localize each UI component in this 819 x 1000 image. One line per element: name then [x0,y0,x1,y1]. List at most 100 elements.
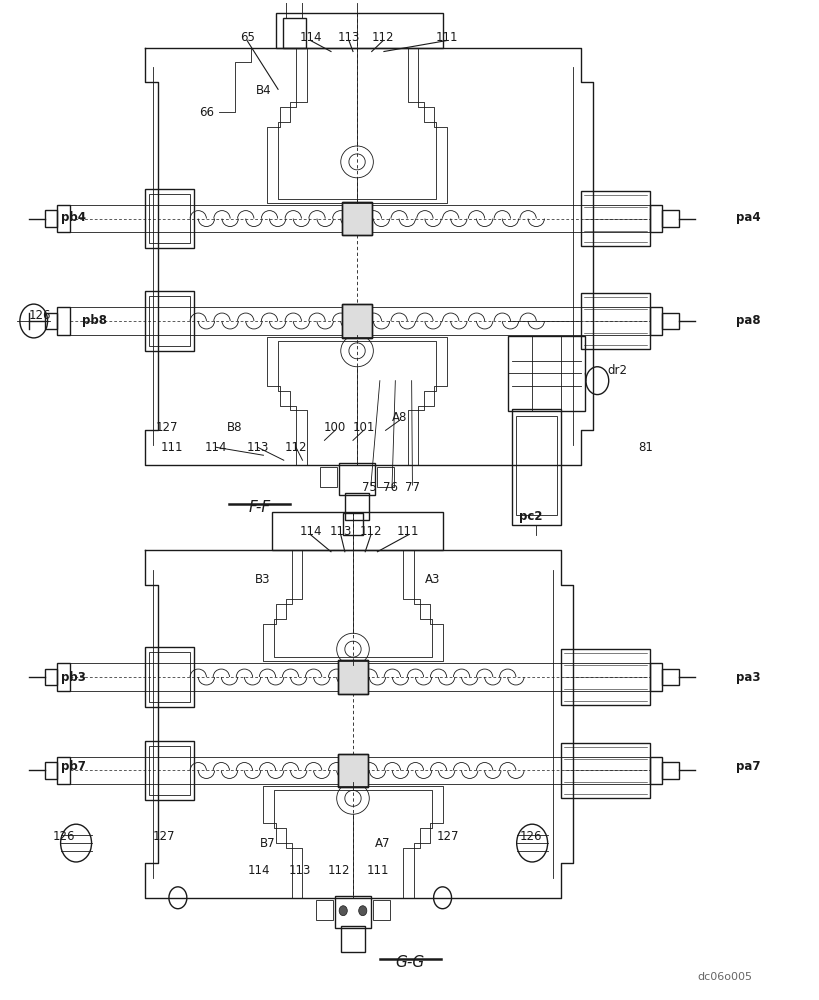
Bar [560,743,649,798]
Text: dc06o005: dc06o005 [696,972,751,982]
Bar [283,18,305,48]
Bar [145,741,194,800]
Text: pb4: pb4 [61,211,86,224]
Bar [149,652,190,702]
Text: 126: 126 [29,309,52,322]
Bar [271,512,442,550]
Bar [339,463,374,495]
Bar [343,513,362,535]
Text: 113: 113 [247,441,269,454]
Text: 77: 77 [405,481,419,494]
Bar [662,210,678,227]
Text: 111: 111 [161,441,183,454]
Bar [373,900,389,920]
Bar [145,647,194,707]
Bar [275,13,442,48]
Text: 127: 127 [437,830,459,843]
Bar [45,762,57,779]
Text: G-G: G-G [395,955,424,970]
Bar [149,296,190,346]
Text: A7: A7 [375,837,391,850]
Text: 113: 113 [337,31,360,44]
Text: 127: 127 [156,421,179,434]
Bar [338,660,367,694]
Text: 100: 100 [324,421,346,434]
Bar [342,304,371,338]
Bar [45,669,57,685]
Bar [320,467,337,487]
Bar [581,191,649,246]
Bar [649,205,662,232]
Bar [342,202,371,235]
Text: 114: 114 [205,441,227,454]
Bar [57,757,70,784]
Text: A3: A3 [424,573,440,586]
Text: pb8: pb8 [82,314,106,327]
Bar [335,896,370,928]
Bar [649,663,662,691]
Bar [338,754,367,787]
Bar [662,762,678,779]
Bar [511,409,560,525]
Text: 113: 113 [329,525,351,538]
Bar [515,416,556,515]
Bar [57,307,70,335]
Text: 111: 111 [435,31,457,44]
Text: 101: 101 [352,421,374,434]
Bar [581,293,649,349]
Text: 112: 112 [360,525,382,538]
Text: 112: 112 [372,31,394,44]
Text: pa8: pa8 [735,314,759,327]
Text: 114: 114 [299,525,322,538]
Bar [341,926,364,952]
Text: pc2: pc2 [518,510,541,523]
Bar [286,0,302,18]
Text: 126: 126 [518,830,541,843]
Text: 81: 81 [637,441,652,454]
Bar [316,900,333,920]
Text: 112: 112 [328,864,350,877]
Text: 113: 113 [288,864,311,877]
Bar [149,746,190,795]
Text: 112: 112 [284,441,307,454]
Text: 126: 126 [52,830,75,843]
Text: 114: 114 [248,864,270,877]
Bar [345,493,369,520]
Bar [649,757,662,784]
Text: B3: B3 [254,573,269,586]
Bar [338,754,367,787]
Text: dr2: dr2 [606,364,627,377]
Text: 75: 75 [361,481,376,494]
Text: A8: A8 [391,411,406,424]
Bar [338,660,367,694]
Bar [145,189,194,248]
Text: 65: 65 [239,31,254,44]
Text: pa4: pa4 [735,211,759,224]
Text: 66: 66 [199,106,215,119]
Bar [662,313,678,329]
Bar [57,205,70,232]
Bar [145,291,194,351]
Text: B8: B8 [227,421,242,434]
Text: B7: B7 [260,837,275,850]
Circle shape [339,906,347,916]
Circle shape [358,906,366,916]
Bar [149,194,190,243]
Bar [560,649,649,705]
Bar [342,202,371,235]
Bar [507,336,585,410]
Bar [662,669,678,685]
Bar [57,663,70,691]
Text: 114: 114 [299,31,322,44]
Text: F-F: F-F [248,500,270,515]
Bar [45,313,57,329]
Bar [377,467,393,487]
Bar [342,304,371,338]
Text: 127: 127 [152,830,175,843]
Text: 111: 111 [366,864,388,877]
Text: pa7: pa7 [735,760,759,773]
Text: 111: 111 [396,525,419,538]
Text: pb3: pb3 [61,671,86,684]
Text: 76: 76 [382,481,397,494]
Bar [45,210,57,227]
